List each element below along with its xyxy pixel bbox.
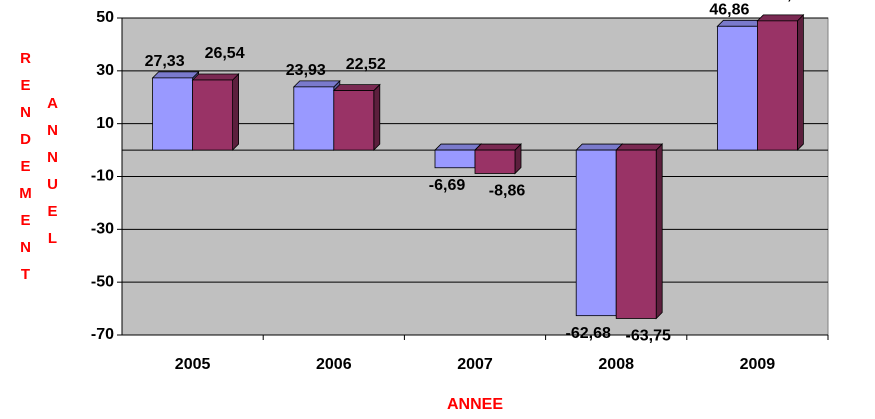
bar — [293, 86, 335, 151]
x-tick-label: 2009 — [740, 356, 776, 373]
y-tick-label: -70 — [91, 326, 114, 343]
bar-top — [292, 80, 341, 88]
bar-top — [575, 143, 624, 151]
bar — [717, 25, 758, 151]
bar-side — [232, 73, 240, 152]
x-tick-label: 2008 — [598, 356, 634, 373]
data-label: 27,33 — [145, 53, 185, 70]
bar — [474, 149, 516, 174]
data-label: 46,86 — [709, 2, 749, 19]
bar-top — [332, 84, 381, 91]
x-tick-label: 2007 — [457, 356, 493, 373]
bar — [757, 20, 798, 151]
y-tick-label: -10 — [91, 168, 114, 185]
data-label: -63,75 — [626, 328, 671, 345]
x-tick-label: 2006 — [316, 356, 352, 373]
bar-top — [474, 143, 522, 151]
x-axis-label: ANNEE — [447, 396, 503, 413]
y-tick-label: 10 — [96, 115, 114, 132]
bar-top — [151, 71, 200, 79]
bar-top — [434, 143, 482, 151]
y-tick-label: -50 — [91, 273, 114, 290]
bar — [152, 77, 194, 151]
bar — [192, 79, 234, 151]
bar-top — [191, 73, 240, 81]
data-label: -8,86 — [489, 183, 526, 200]
y-tick-label: 50 — [96, 9, 114, 26]
bar — [615, 149, 657, 319]
bar-top — [756, 14, 805, 22]
data-label: 26,54 — [205, 45, 245, 62]
data-label: 22,52 — [346, 56, 386, 73]
data-label: -62,68 — [566, 325, 611, 342]
y-axis-label: RENDEMENT — [17, 50, 34, 293]
bar-top — [615, 143, 664, 151]
y-tick-label: -30 — [91, 221, 114, 238]
bar — [434, 149, 476, 169]
x-tick-label: 2005 — [175, 356, 211, 373]
data-label: 48,92 — [769, 0, 809, 3]
data-label: 23,93 — [286, 62, 326, 79]
bar-side — [373, 83, 381, 152]
bar — [575, 149, 617, 317]
bar-side — [797, 13, 804, 152]
y-tick-label: 30 — [96, 62, 114, 79]
y-axis-label: ANNUEL — [44, 95, 61, 257]
bar — [333, 90, 375, 151]
data-label: -6,69 — [429, 177, 466, 194]
bar-side — [655, 143, 663, 320]
